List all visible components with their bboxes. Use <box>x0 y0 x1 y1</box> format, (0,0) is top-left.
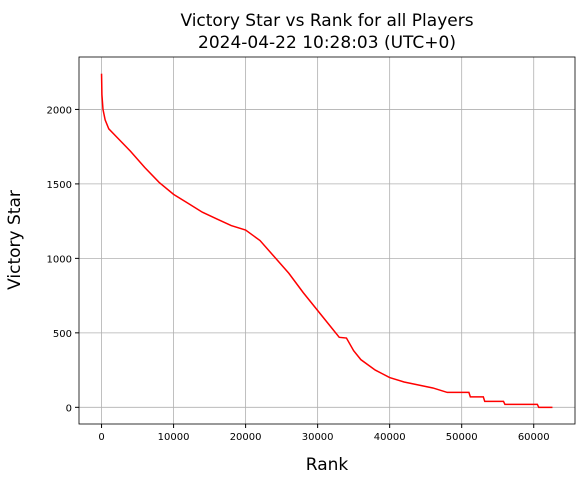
y-tick-label: 1500 <box>47 180 72 191</box>
y-tick-label: 0 <box>66 403 72 414</box>
data-line <box>100 73 553 409</box>
y-tick-label: 500 <box>53 329 72 340</box>
plot-frame <box>78 56 576 425</box>
y-axis-label: Victory Star <box>5 190 25 290</box>
x-tick-label: 60000 <box>518 432 550 443</box>
chart-subtitle: 2024-04-22 10:28:03 (UTC+0) <box>198 33 456 53</box>
chart-title: Victory Star vs Rank for all Players <box>180 11 473 31</box>
x-tick-label: 50000 <box>446 432 478 443</box>
y-tick-label: 2000 <box>47 105 72 116</box>
y-tick-label: 1000 <box>47 254 72 265</box>
x-tick-label: 20000 <box>230 432 262 443</box>
x-tick-label: 10000 <box>158 432 190 443</box>
x-tick-label: 30000 <box>302 432 334 443</box>
x-tick-label: 0 <box>98 432 104 443</box>
x-tick-label: 40000 <box>374 432 406 443</box>
x-axis-label: Rank <box>306 455 349 475</box>
